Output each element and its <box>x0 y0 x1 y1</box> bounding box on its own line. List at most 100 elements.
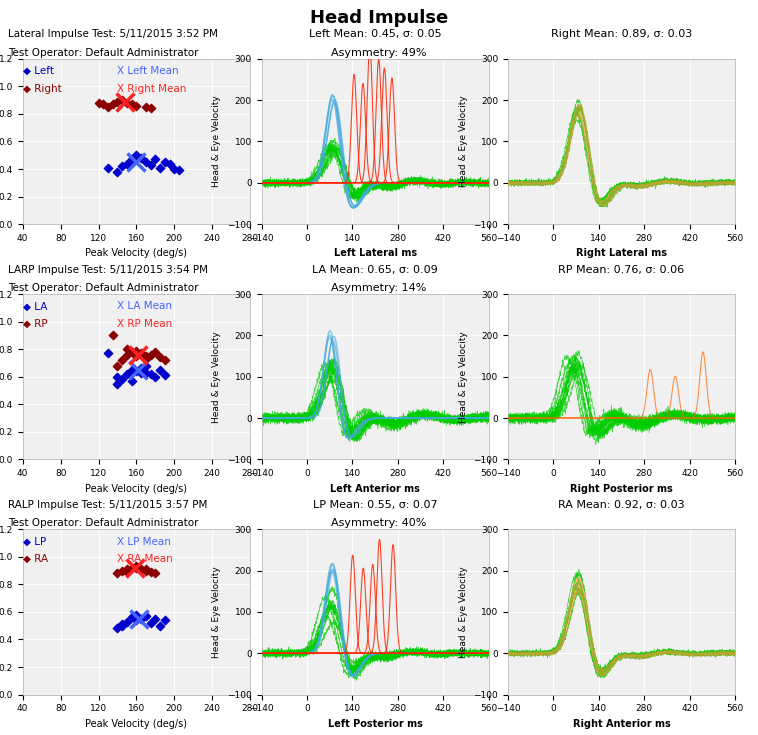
Point <box>102 101 114 113</box>
Y-axis label: Head & Eye Velocity: Head & Eye Velocity <box>212 566 221 658</box>
X-axis label: Left Anterior ms: Left Anterior ms <box>330 484 420 494</box>
Text: Asymmetry: 49%: Asymmetry: 49% <box>331 48 427 58</box>
Point <box>126 375 138 387</box>
Text: Asymmetry: 14%: Asymmetry: 14% <box>331 283 427 293</box>
Text: RALP Impulse Test: 5/11/2015 3:57 PM: RALP Impulse Test: 5/11/2015 3:57 PM <box>8 500 207 510</box>
Point <box>121 566 133 578</box>
Text: X Right Mean: X Right Mean <box>117 84 187 94</box>
Y-axis label: Head & Eye Velocity: Head & Eye Velocity <box>212 96 221 187</box>
Point <box>111 166 124 178</box>
X-axis label: Peak Velocity (deg/s): Peak Velocity (deg/s) <box>86 248 187 259</box>
Text: Right Mean: 0.89, σ: 0.03: Right Mean: 0.89, σ: 0.03 <box>551 29 692 40</box>
Point <box>139 563 152 575</box>
Point <box>116 94 128 106</box>
Text: X LP Mean: X LP Mean <box>117 537 171 547</box>
X-axis label: Peak Velocity (deg/s): Peak Velocity (deg/s) <box>86 719 187 729</box>
Text: ◆ Right: ◆ Right <box>23 84 61 94</box>
Y-axis label: Head & Eye Velocity: Head & Eye Velocity <box>459 331 468 423</box>
Text: Asymmetry: 40%: Asymmetry: 40% <box>331 518 427 528</box>
Point <box>130 350 143 362</box>
Text: Test Operator: Default Administrator: Test Operator: Default Administrator <box>8 48 198 58</box>
Point <box>139 564 152 576</box>
Point <box>111 370 124 382</box>
Point <box>139 350 152 362</box>
Text: Lateral Impulse Test: 5/11/2015 3:52 PM: Lateral Impulse Test: 5/11/2015 3:52 PM <box>8 29 218 40</box>
Point <box>158 354 171 366</box>
Text: Test Operator: Default Administrator: Test Operator: Default Administrator <box>8 283 198 293</box>
Y-axis label: Head & Eye Velocity: Head & Eye Velocity <box>459 566 468 658</box>
Text: Left Mean: 0.45, σ: 0.05: Left Mean: 0.45, σ: 0.05 <box>309 29 441 40</box>
Point <box>130 561 143 573</box>
X-axis label: Right Anterior ms: Right Anterior ms <box>573 719 670 729</box>
Point <box>126 346 138 358</box>
Point <box>121 158 133 170</box>
Point <box>130 149 143 161</box>
X-axis label: Left Lateral ms: Left Lateral ms <box>334 248 417 259</box>
Point <box>135 362 147 374</box>
Point <box>135 563 147 575</box>
Point <box>126 612 138 623</box>
Point <box>145 566 157 578</box>
Point <box>145 103 157 115</box>
Point <box>149 567 161 579</box>
Point <box>116 620 128 631</box>
Point <box>107 329 119 341</box>
Point <box>149 613 161 625</box>
Point <box>130 562 143 573</box>
Text: ◆ RA: ◆ RA <box>23 554 48 564</box>
X-axis label: Right Posterior ms: Right Posterior ms <box>570 484 673 494</box>
Point <box>139 610 152 622</box>
Point <box>121 616 133 628</box>
Point <box>107 98 119 110</box>
Point <box>116 354 128 366</box>
Point <box>145 368 157 380</box>
Point <box>154 162 166 173</box>
Point <box>135 613 147 625</box>
Text: ◆ Left: ◆ Left <box>23 66 54 76</box>
Text: X RA Mean: X RA Mean <box>117 554 174 564</box>
Point <box>139 157 152 168</box>
Point <box>130 365 143 377</box>
Point <box>111 567 124 579</box>
Text: ◆ LP: ◆ LP <box>23 537 46 547</box>
Point <box>102 162 114 173</box>
Y-axis label: Head & Eye Velocity: Head & Eye Velocity <box>212 331 221 423</box>
Point <box>145 617 157 629</box>
Point <box>139 101 152 113</box>
Point <box>130 345 143 356</box>
X-axis label: Left Posterior ms: Left Posterior ms <box>327 719 423 729</box>
Point <box>116 564 128 576</box>
Point <box>97 98 109 110</box>
Point <box>102 348 114 359</box>
Point <box>116 160 128 172</box>
Text: LA Mean: 0.65, σ: 0.09: LA Mean: 0.65, σ: 0.09 <box>312 265 438 275</box>
Point <box>121 97 133 109</box>
Text: LARP Impulse Test: 5/11/2015 3:54 PM: LARP Impulse Test: 5/11/2015 3:54 PM <box>8 265 208 275</box>
Point <box>173 165 185 176</box>
X-axis label: Right Lateral ms: Right Lateral ms <box>576 248 667 259</box>
Point <box>135 367 147 379</box>
Point <box>116 373 128 385</box>
Point <box>135 152 147 164</box>
Point <box>130 614 143 626</box>
Point <box>130 609 143 620</box>
Point <box>92 97 105 109</box>
Point <box>158 614 171 626</box>
Point <box>158 157 171 168</box>
Point <box>145 349 157 361</box>
Point <box>139 353 152 365</box>
Point <box>126 154 138 165</box>
Point <box>111 378 124 390</box>
Point <box>121 563 133 575</box>
Point <box>164 158 176 170</box>
X-axis label: Peak Velocity (deg/s): Peak Velocity (deg/s) <box>86 484 187 494</box>
Point <box>149 154 161 165</box>
Text: RA Mean: 0.92, σ: 0.03: RA Mean: 0.92, σ: 0.03 <box>558 500 685 510</box>
Point <box>116 618 128 630</box>
Text: RP Mean: 0.76, σ: 0.06: RP Mean: 0.76, σ: 0.06 <box>559 265 684 275</box>
Point <box>121 343 133 355</box>
Point <box>139 360 152 372</box>
Point <box>168 163 180 175</box>
Point <box>121 368 133 380</box>
Text: X Left Mean: X Left Mean <box>117 66 179 76</box>
